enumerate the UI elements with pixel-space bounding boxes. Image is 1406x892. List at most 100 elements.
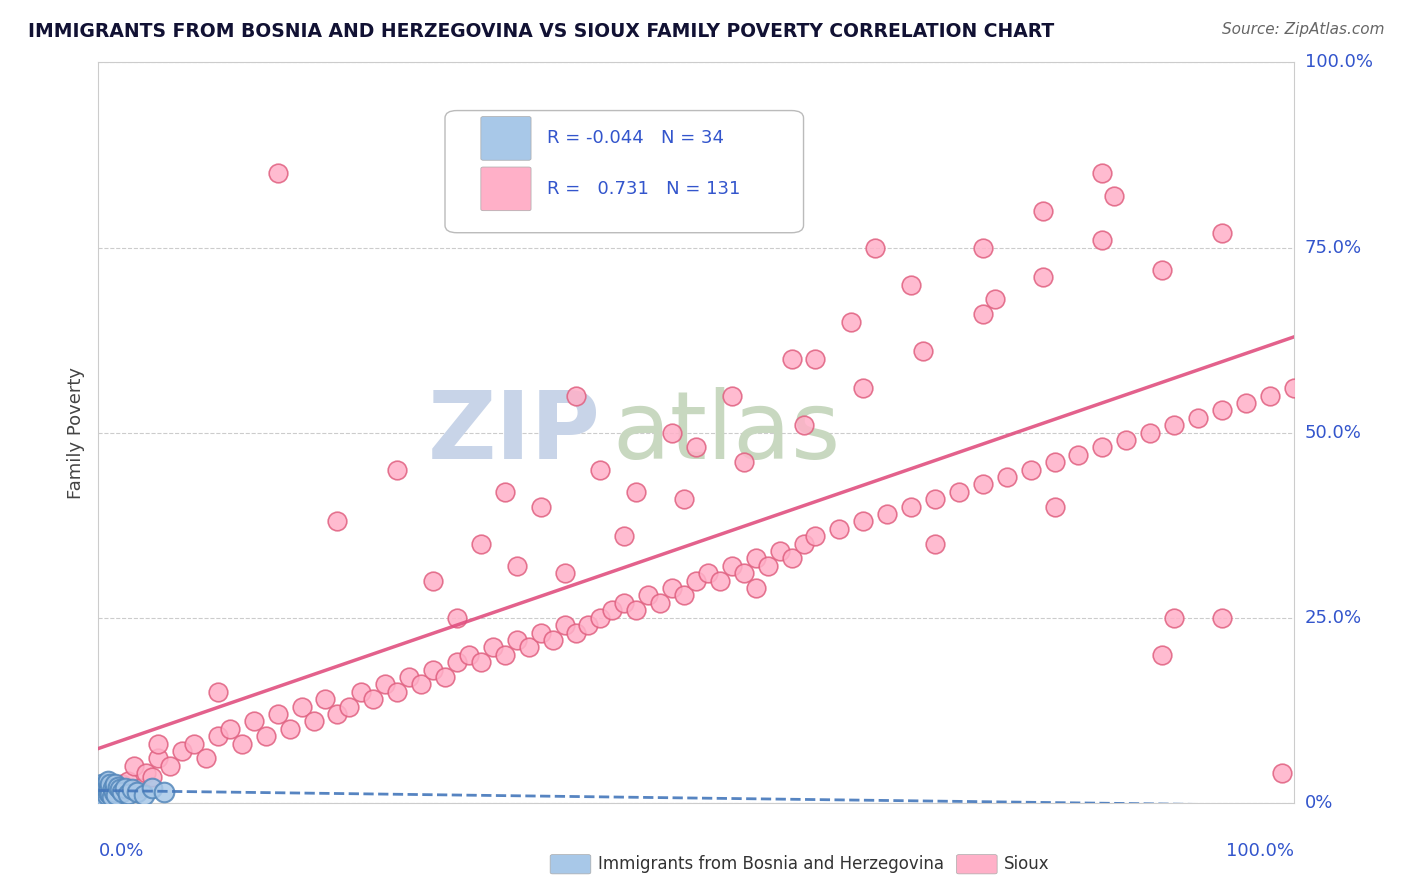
Point [267,166,290,180]
Point [589,610,612,624]
Point [1091,166,1114,180]
Point [458,648,481,662]
Point [89,792,111,806]
Point [745,551,768,566]
Point [125,785,148,799]
Point [1104,188,1126,202]
Point [733,566,755,581]
Point [972,477,994,491]
Point [648,596,672,610]
Point [673,492,696,507]
Point [350,685,373,699]
Point [98,782,121,797]
Point [90,785,112,799]
Point [385,462,409,476]
Point [148,737,170,751]
Point [661,425,683,440]
Point [117,773,139,788]
FancyBboxPatch shape [481,117,531,161]
Point [93,789,115,803]
Point [541,632,564,647]
Point [589,462,612,476]
Point [924,536,946,550]
Point [1163,610,1185,624]
Point [98,780,122,795]
Point [565,388,588,402]
Point [780,551,803,566]
Point [121,782,143,797]
Point [637,589,659,603]
Point [1234,396,1257,410]
Point [339,699,361,714]
Text: 75.0%: 75.0% [1305,238,1362,257]
Point [422,663,444,677]
Point [554,566,576,581]
Text: 0%: 0% [1305,794,1333,812]
Text: 100.0%: 100.0% [1305,54,1372,71]
FancyBboxPatch shape [956,855,997,874]
Point [900,277,922,292]
Point [709,574,731,588]
Point [481,640,505,655]
Point [1211,403,1233,417]
Point [97,773,120,788]
Text: 25.0%: 25.0% [1305,608,1362,627]
Point [578,618,600,632]
Point [98,787,122,801]
Point [105,785,128,799]
Point [852,381,875,395]
Point [780,351,803,366]
Point [148,751,170,765]
Point [96,789,118,803]
Text: Source: ZipAtlas.com: Source: ZipAtlas.com [1222,22,1385,37]
Point [111,785,134,799]
Point [94,777,117,791]
Point [446,610,468,624]
Point [793,418,815,433]
Point [91,782,114,797]
Point [96,780,118,795]
Point [103,785,125,799]
Point [1019,462,1042,476]
Point [91,789,114,803]
Point [1211,226,1233,240]
Point [506,632,529,647]
FancyBboxPatch shape [550,855,591,874]
Point [91,777,114,791]
Point [900,500,922,514]
Text: 50.0%: 50.0% [1305,424,1361,442]
Text: R =   0.731   N = 131: R = 0.731 N = 131 [547,180,740,198]
Point [254,729,277,743]
Y-axis label: Family Poverty: Family Poverty [66,367,84,499]
Point [1139,425,1161,440]
Point [117,787,139,801]
Point [517,640,540,655]
Point [995,470,1018,484]
Point [697,566,720,581]
Point [98,777,122,791]
Point [1152,262,1174,277]
Point [494,648,516,662]
Point [111,777,134,791]
Point [733,455,755,469]
Text: Immigrants from Bosnia and Herzegovina: Immigrants from Bosnia and Herzegovina [598,855,943,873]
Point [90,789,112,804]
Point [153,785,176,799]
Point [124,758,146,772]
Point [141,780,163,795]
Point [1032,203,1054,218]
Point [326,706,349,721]
Point [129,780,152,795]
Point [231,737,253,751]
Text: 100.0%: 100.0% [1226,842,1294,860]
Point [267,706,290,721]
Point [530,500,553,514]
Point [828,522,851,536]
Point [278,722,301,736]
Point [506,558,529,573]
Point [1163,418,1185,433]
Point [626,603,648,617]
Point [865,240,887,255]
Point [804,529,827,543]
Text: Sioux: Sioux [1004,855,1050,873]
